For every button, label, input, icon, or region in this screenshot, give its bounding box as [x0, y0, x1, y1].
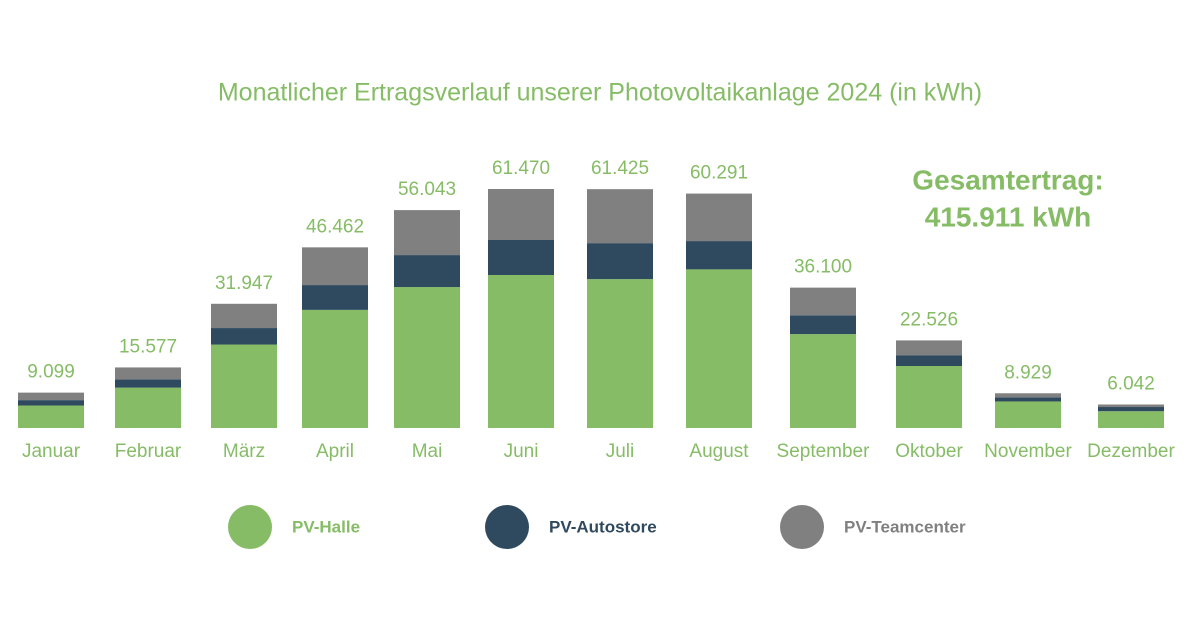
total-label: 46.462: [306, 216, 364, 237]
legend-label: PV-Autostore: [549, 517, 657, 536]
annotation: Gesamtertrag:: [912, 164, 1103, 195]
x-tick-label: August: [689, 441, 749, 462]
x-tick-label: Mai: [412, 441, 443, 462]
x-tick-label: Juli: [606, 441, 635, 462]
bar-segment: [302, 285, 368, 310]
bar-segment: [488, 189, 554, 240]
x-tick-label: November: [984, 441, 1072, 462]
legend-swatch: [485, 505, 529, 549]
x-tick-label: März: [223, 441, 265, 462]
bar-segment: [1098, 404, 1164, 408]
total-label: 9.099: [27, 362, 75, 383]
legend-label: PV-Halle: [292, 517, 360, 536]
total-label: 6.042: [1107, 374, 1155, 395]
bar-segment: [18, 392, 84, 401]
total-label: 61.470: [492, 158, 550, 179]
x-tick-label: Oktober: [895, 441, 963, 462]
bar-segment: [394, 287, 460, 428]
bar-segment: [790, 287, 856, 316]
total-label: 15.577: [119, 336, 177, 357]
bar-segment: [686, 269, 752, 428]
bar-segment: [302, 247, 368, 286]
total-label: 61.425: [591, 158, 649, 179]
x-tick-label: September: [777, 441, 871, 462]
bar-segment: [587, 189, 653, 244]
legend-label: PV-Teamcenter: [844, 517, 966, 536]
bar-segment: [18, 400, 84, 406]
bar-segment: [1098, 411, 1164, 428]
total-label: 22.526: [900, 309, 958, 330]
legend-swatch: [228, 505, 272, 549]
chart-title: Monatlicher Ertragsverlauf unserer Photo…: [218, 79, 982, 107]
bar-segment: [686, 193, 752, 242]
bar-segment: [995, 397, 1061, 402]
total-label: 56.043: [398, 179, 456, 200]
total-label: 36.100: [794, 257, 852, 278]
total-label: 31.947: [215, 273, 273, 294]
x-tick-label: Dezember: [1087, 441, 1175, 462]
bar-segment: [18, 405, 84, 428]
total-label: 60.291: [690, 163, 748, 184]
bar-segment: [211, 303, 277, 329]
bar-segment: [587, 243, 653, 280]
bar-segment: [115, 387, 181, 428]
bar-segment: [790, 334, 856, 428]
bar-segment: [488, 239, 554, 276]
bar-segment: [896, 366, 962, 428]
bar-segment: [995, 401, 1061, 428]
legend-swatch: [780, 505, 824, 549]
bar-segment: [211, 344, 277, 428]
bar-segment: [302, 309, 368, 428]
bar-segment: [896, 355, 962, 367]
x-tick-label: Februar: [115, 441, 182, 462]
bar-segment: [211, 328, 277, 345]
annotation: 415.911 kWh: [925, 201, 1092, 232]
bar-segment: [488, 275, 554, 428]
bar-segment: [587, 279, 653, 428]
bar-segment: [896, 340, 962, 356]
x-tick-label: April: [316, 441, 354, 462]
x-tick-label: Juni: [504, 441, 539, 462]
total-label: 8.929: [1004, 362, 1052, 383]
x-tick-label: Januar: [22, 441, 81, 462]
bar-segment: [115, 379, 181, 388]
bar-segment: [995, 393, 1061, 398]
bar-segment: [115, 367, 181, 380]
bar-segment: [394, 210, 460, 256]
bar-segment: [1098, 407, 1164, 412]
bar-segment: [790, 315, 856, 335]
bar-segment: [394, 255, 460, 288]
bar-segment: [686, 241, 752, 270]
